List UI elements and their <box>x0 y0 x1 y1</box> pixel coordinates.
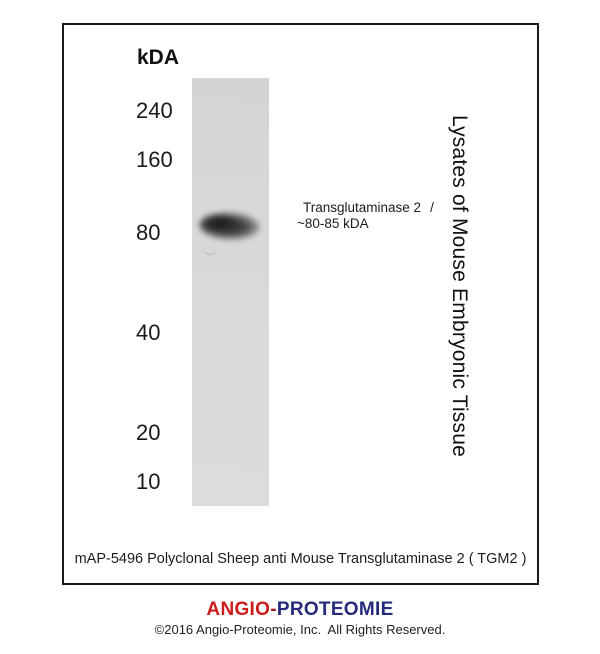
brand-hyphen-text: - <box>270 599 277 620</box>
sample-vertical-label: Lysates of Mouse Embryonic Tissue <box>448 115 471 457</box>
brand-angio-text: ANGIO <box>206 599 271 620</box>
ladder-marker-240: 240 <box>136 98 173 123</box>
figure-frame <box>62 23 539 585</box>
ladder-marker-10: 10 <box>136 469 161 494</box>
figure-caption: mAP-5496 Polyclonal Sheep anti Mouse Tra… <box>74 551 527 567</box>
lane-scratch-artifact <box>201 244 219 257</box>
copyright-text: ©2016 Angio-Proteomie, Inc. All Rights R… <box>154 622 446 637</box>
band-target-label: Transglutaminase 2 <box>303 200 422 215</box>
ladder-marker-80: 80 <box>136 220 161 245</box>
band-annotation-line1: Transglutaminase 2 / <box>303 200 434 216</box>
band-size-label: ~80-85 kDA <box>297 216 369 231</box>
ladder-marker-160: 160 <box>136 147 173 172</box>
protein-band <box>198 210 261 242</box>
ladder-marker-20: 20 <box>136 420 161 445</box>
band-annotation-separator: / <box>430 200 434 215</box>
brand-logo: ANGIO-PROTEOMIE <box>0 599 600 621</box>
blot-lane <box>192 78 269 506</box>
kda-unit-label: kDA <box>137 46 180 69</box>
ladder-marker-40: 40 <box>136 320 161 345</box>
brand-proteomie-text: PROTEOMIE <box>276 599 394 620</box>
